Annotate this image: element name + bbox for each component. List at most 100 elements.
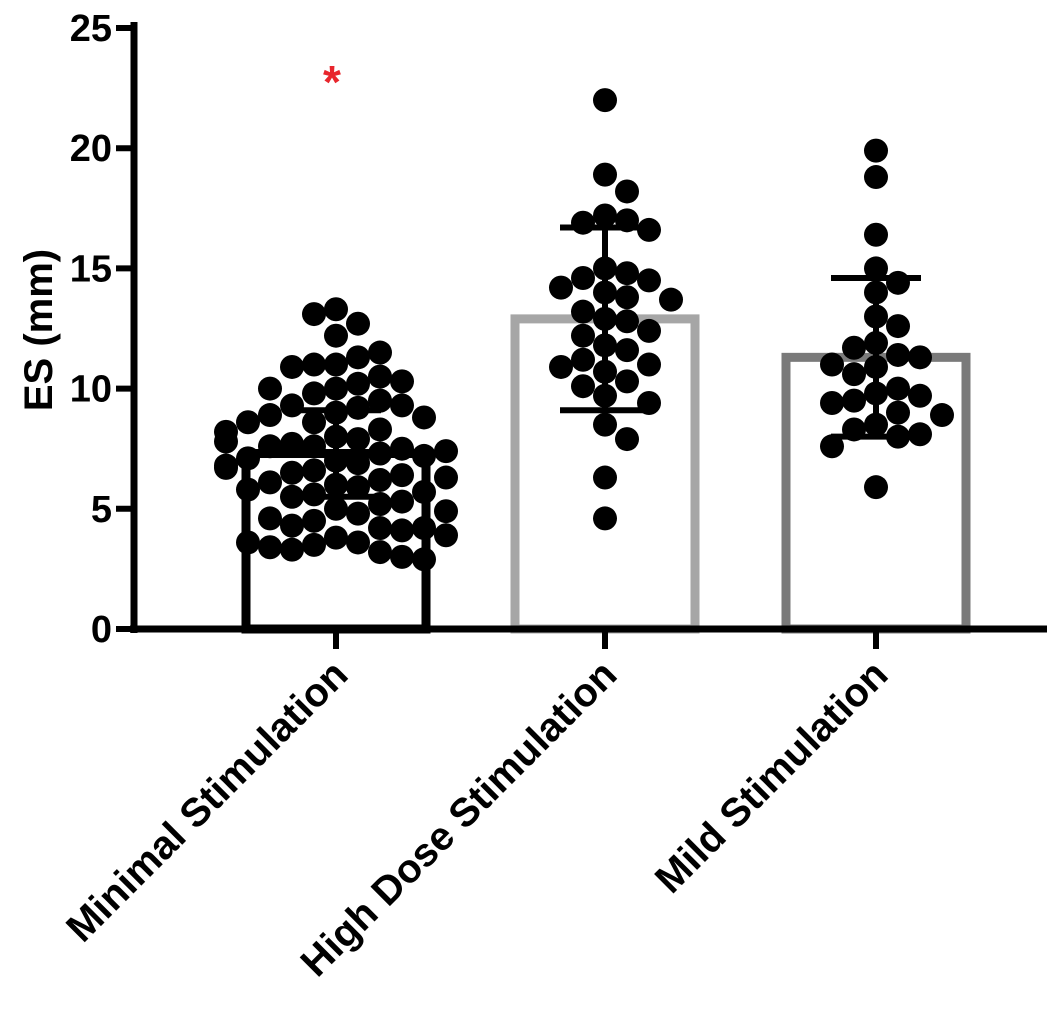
data-point: [324, 376, 348, 401]
y-axis-title: ES (mm): [17, 249, 61, 411]
category-label-3: Mild Stimulation: [647, 652, 897, 902]
y-tick-label: 20: [70, 128, 112, 170]
data-point: [346, 371, 370, 396]
data-point: [864, 475, 888, 500]
data-point: [368, 467, 392, 492]
category-label-1: Minimal Stimulation: [58, 652, 356, 950]
data-point: [346, 501, 370, 526]
data-point: [302, 508, 326, 533]
data-point: [571, 266, 595, 291]
data-point: [390, 463, 414, 488]
data-point: [236, 410, 260, 435]
data-point: [571, 323, 595, 348]
data-point: [615, 338, 639, 363]
data-point: [280, 460, 304, 485]
data-point: [390, 393, 414, 418]
data-point: [236, 530, 260, 555]
data-point: [368, 340, 392, 365]
data-point: [930, 403, 954, 428]
y-tick-label: 5: [91, 489, 112, 531]
data-point: [886, 400, 910, 425]
data-point: [302, 302, 326, 327]
data-point: [390, 518, 414, 543]
data-point: [280, 537, 304, 562]
category-label-2: High Dose Stimulation: [293, 652, 626, 985]
data-point: [908, 345, 932, 370]
data-point: [280, 513, 304, 538]
data-point: [842, 362, 866, 387]
data-point: [637, 352, 661, 377]
data-point: [842, 335, 866, 360]
data-point: [820, 352, 844, 377]
data-point: [412, 443, 436, 468]
y-tick-label: 15: [70, 248, 112, 290]
data-point: [258, 535, 282, 560]
data-point: [324, 352, 348, 377]
significance-asterisk: *: [323, 56, 341, 108]
data-point: [820, 434, 844, 459]
data-point: [593, 88, 617, 113]
data-point: [615, 369, 639, 394]
data-point: [615, 261, 639, 286]
data-point: [258, 434, 282, 459]
data-point: [886, 270, 910, 295]
data-point: [615, 309, 639, 334]
data-point: [390, 369, 414, 394]
data-point: [368, 388, 392, 413]
data-point: [434, 465, 458, 490]
data-point: [637, 268, 661, 293]
data-point: [412, 547, 436, 572]
data-point: [324, 525, 348, 550]
data-point: [842, 388, 866, 413]
data-point: [390, 436, 414, 461]
data-point: [864, 256, 888, 281]
data-point: [615, 285, 639, 310]
data-point: [214, 429, 238, 454]
data-point: [886, 342, 910, 367]
data-point: [593, 162, 617, 187]
data-point: [302, 381, 326, 406]
data-point: [593, 203, 617, 228]
data-point: [302, 434, 326, 459]
data-point: [236, 477, 260, 502]
data-point: [571, 347, 595, 372]
data-point: [637, 318, 661, 343]
error-bars-layer: [291, 224, 921, 500]
points-layer: [214, 88, 954, 572]
data-point: [412, 479, 436, 504]
data-point: [324, 297, 348, 322]
data-point: [593, 412, 617, 437]
data-point: [434, 499, 458, 524]
data-point: [434, 439, 458, 464]
data-point: [258, 470, 282, 495]
data-point: [346, 475, 370, 500]
data-point: [302, 352, 326, 377]
data-point: [390, 489, 414, 514]
data-point: [302, 532, 326, 557]
data-point: [280, 393, 304, 418]
y-tick-label: 0: [91, 609, 112, 651]
data-point: [593, 506, 617, 531]
data-point: [864, 222, 888, 247]
data-point: [593, 465, 617, 490]
data-point: [864, 165, 888, 190]
data-point: [214, 455, 238, 480]
data-point: [864, 138, 888, 163]
data-point: [368, 540, 392, 565]
data-point: [659, 287, 683, 312]
data-point: [886, 314, 910, 339]
data-point: [346, 530, 370, 555]
data-point: [346, 311, 370, 336]
data-point: [434, 523, 458, 548]
data-point: [368, 516, 392, 541]
data-point: [346, 427, 370, 452]
data-point: [368, 417, 392, 442]
data-point: [820, 391, 844, 416]
data-point: [258, 403, 282, 428]
data-point: [571, 299, 595, 324]
data-point: [571, 210, 595, 235]
data-point: [324, 323, 348, 348]
